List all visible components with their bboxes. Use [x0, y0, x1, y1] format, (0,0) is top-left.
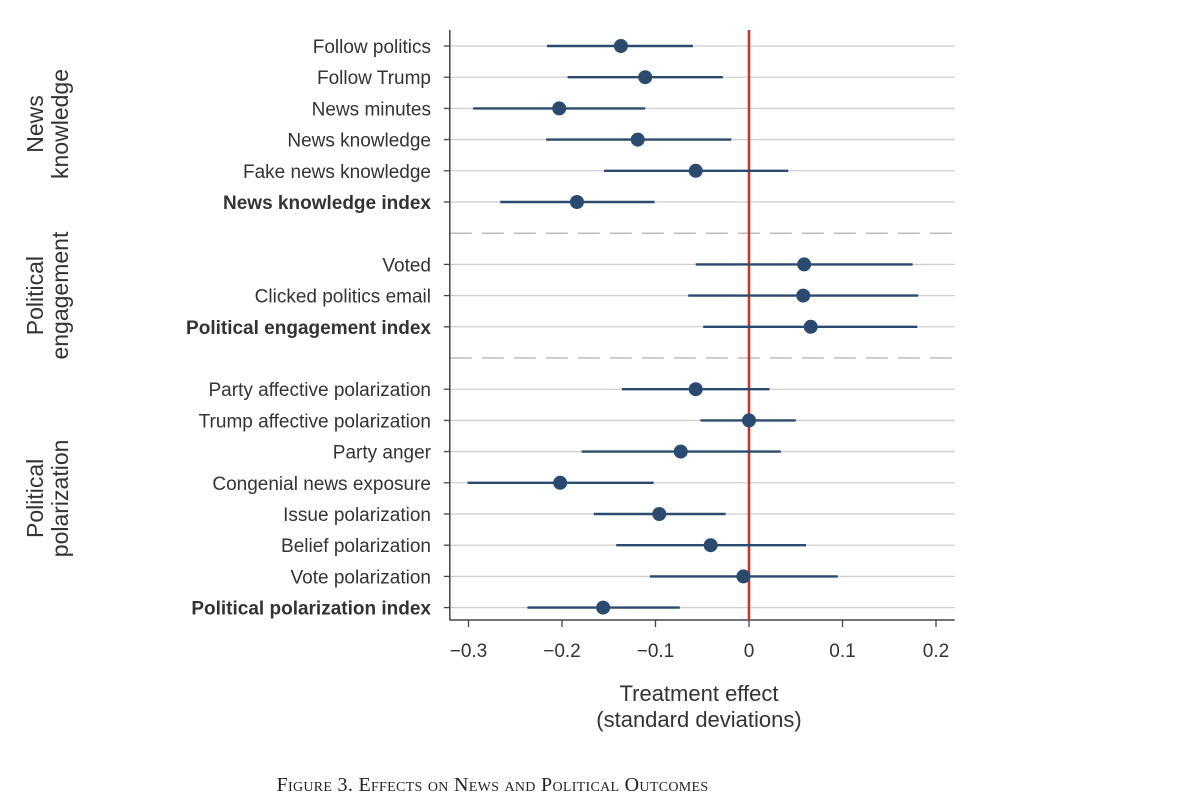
x-tick-label: −0.2	[543, 641, 581, 662]
row-label: Fake news knowledge	[243, 162, 431, 183]
group-label: Politicalpolarization	[22, 440, 73, 558]
point-estimate	[703, 538, 718, 553]
row-label: News knowledge index	[223, 193, 431, 214]
point-estimate	[803, 319, 818, 334]
point-estimate	[742, 413, 756, 428]
point-estimates	[552, 39, 818, 615]
point-estimate	[688, 382, 703, 397]
point-estimate	[552, 101, 567, 116]
group-separators	[449, 232, 955, 359]
row-label: Issue polarization	[283, 505, 431, 526]
row-label: Political engagement index	[186, 318, 431, 339]
x-axis-label-line: (standard deviations)	[596, 707, 801, 732]
row-labels: Follow politics Follow Trump News minutes N…	[186, 37, 432, 620]
x-tick-label: 0.2	[923, 641, 949, 662]
x-ticks: −0.3 −0.2 −0.1 0 0.1 0.2	[450, 620, 949, 662]
row-label: Trump affective polarization	[199, 411, 431, 432]
point-estimate	[652, 507, 667, 521]
x-tick-label: −0.3	[450, 641, 488, 662]
figure-caption: Figure 3. Effects on News and Political …	[276, 774, 709, 796]
point-estimate	[613, 39, 628, 53]
row-label: Party affective polarization	[209, 380, 432, 401]
row-label: News knowledge	[287, 131, 431, 152]
point-estimate	[596, 600, 611, 615]
row-label: Congenial news exposure	[212, 474, 431, 495]
x-tick-label: 0	[744, 641, 755, 662]
row-label: Belief polarization	[281, 536, 431, 557]
point-estimate	[796, 288, 811, 303]
row-label: News minutes	[312, 99, 431, 120]
point-estimate	[688, 163, 703, 178]
x-tick-label: 0.1	[829, 641, 855, 662]
row-label: Clicked politics email	[255, 287, 431, 308]
row-label: Party anger	[333, 443, 432, 464]
x-axis-label: Treatment effect(standard deviations)	[596, 681, 801, 732]
row-label: Political polarization index	[191, 599, 431, 620]
group-label: Politicalengagement	[22, 231, 73, 359]
point-estimate	[630, 132, 645, 147]
point-estimate	[638, 70, 653, 85]
point-estimate	[569, 195, 584, 209]
group-label: Newsknowledge	[22, 69, 73, 179]
group-labels: Newsknowledge Politicalengagement Politica…	[22, 69, 73, 557]
point-estimate	[736, 569, 751, 584]
row-label: Vote polarization	[291, 567, 432, 588]
x-tick-label: −0.1	[637, 641, 675, 662]
point-estimate	[797, 257, 812, 272]
point-estimate	[553, 475, 568, 490]
row-label: Follow Trump	[317, 68, 431, 89]
point-estimate	[673, 444, 688, 459]
x-axis-label-line: Treatment effect	[620, 681, 779, 706]
axes	[443, 30, 955, 621]
row-label: Voted	[382, 255, 431, 276]
row-label: Follow politics	[313, 37, 431, 58]
